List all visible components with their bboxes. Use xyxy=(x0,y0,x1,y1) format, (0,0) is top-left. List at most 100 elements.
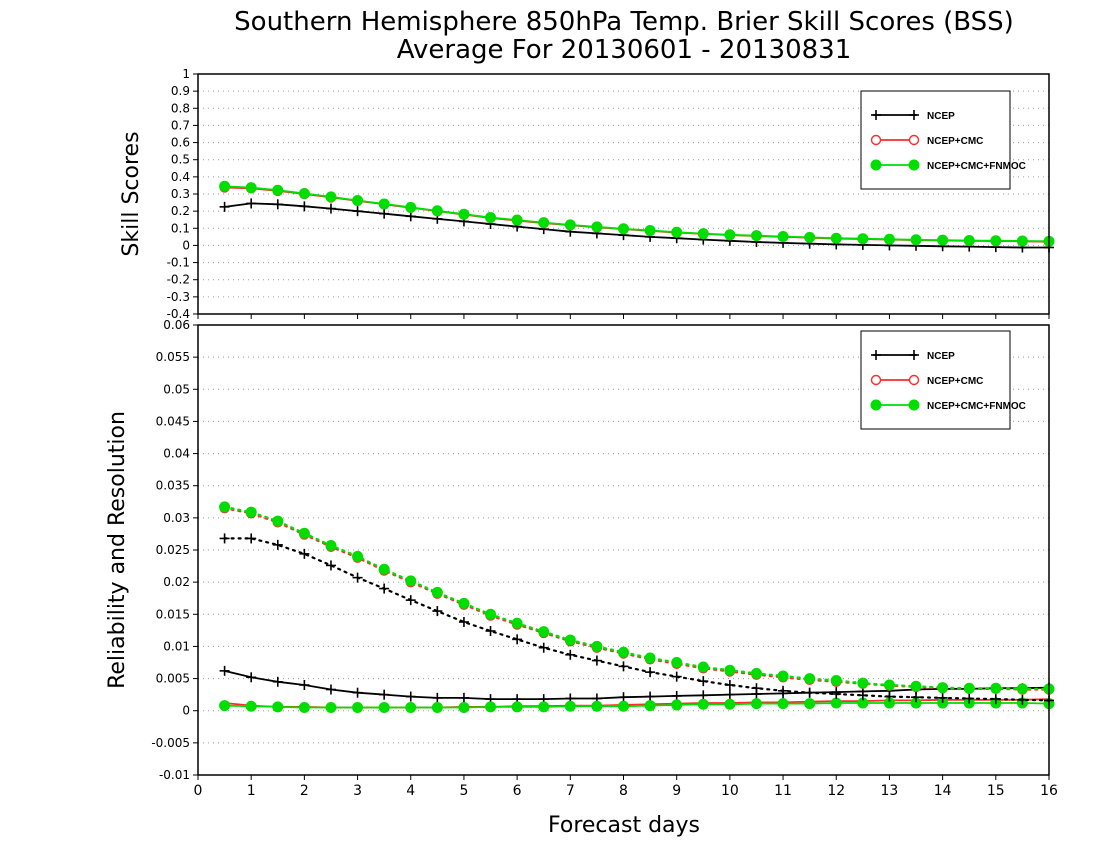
series-line-ncep-dotted xyxy=(223,537,1051,702)
legend-label: NCEP+CMC xyxy=(927,136,983,147)
series-markers-ncep-cmc-fnmoc-solid xyxy=(219,697,1055,713)
data-point-ncep-plus-marker xyxy=(804,687,815,698)
y-tick-label: 0.2 xyxy=(171,204,190,218)
series-line-ncep-cmc-dotted xyxy=(223,507,1051,691)
legend-right-filled-marker xyxy=(908,159,920,171)
data-point-ncep-cmc-fnmoc-filled-marker xyxy=(671,226,683,238)
data-point-ncep-cmc-fnmoc-filled-marker xyxy=(298,187,310,199)
x-tick-label: 5 xyxy=(459,783,468,799)
y-tick-label: 1 xyxy=(182,67,190,81)
data-point-ncep-plus-marker xyxy=(618,661,629,672)
data-point-ncep-plus-marker xyxy=(512,634,523,645)
data-point-ncep-cmc-fnmoc-filled-marker xyxy=(245,506,257,518)
data-point-ncep-plus-marker xyxy=(405,691,416,702)
x-tick-label: 11 xyxy=(774,783,792,799)
y-tick-label: 0.9 xyxy=(171,84,190,98)
data-point-ncep-cmc-fnmoc-filled-marker xyxy=(750,698,762,710)
data-point-ncep-plus-marker xyxy=(538,642,549,653)
legend-left-plus-marker xyxy=(871,350,881,360)
legend-label: NCEP xyxy=(927,111,955,122)
x-tick-label: 16 xyxy=(1040,783,1058,799)
y-tick-label: 0.4 xyxy=(171,170,190,184)
data-point-ncep-cmc-fnmoc-filled-marker xyxy=(591,700,603,712)
legend-left-filled-marker xyxy=(870,159,882,171)
data-point-ncep-plus-marker xyxy=(911,692,922,703)
data-point-ncep-cmc-fnmoc-filled-marker xyxy=(564,700,576,712)
data-point-ncep-cmc-fnmoc-filled-marker xyxy=(644,652,656,664)
data-point-ncep-plus-marker xyxy=(645,667,656,678)
data-point-ncep-cmc-fnmoc-filled-marker xyxy=(777,698,789,710)
data-point-ncep-cmc-fnmoc-filled-marker xyxy=(219,700,231,712)
reliability-resolution-panel: -0.01 -0.005 0 0.005 0.01 0.015 0.02 0.025 0.03 0… xyxy=(105,318,1058,799)
y-tick-label: 0.1 xyxy=(171,221,190,235)
legend-right-plus-marker xyxy=(909,350,919,360)
data-point-ncep-plus-marker xyxy=(618,692,629,703)
legend-label: NCEP+CMC+FNMOC xyxy=(927,401,1026,412)
data-point-ncep-cmc-fnmoc-filled-marker xyxy=(298,702,310,713)
x-tick-label: 2 xyxy=(300,783,309,799)
data-point-ncep-cmc-fnmoc-filled-marker xyxy=(352,550,364,562)
data-point-ncep-cmc-fnmoc-filled-marker xyxy=(697,661,709,673)
y-tick-label: 0.025 xyxy=(156,543,190,557)
data-point-ncep-cmc-fnmoc-filled-marker xyxy=(857,677,869,689)
data-point-ncep-plus-marker xyxy=(299,548,310,559)
data-point-ncep-cmc-fnmoc-filled-marker xyxy=(804,698,816,710)
data-point-ncep-cmc-fnmoc-filled-marker xyxy=(485,608,497,620)
data-point-ncep-plus-marker xyxy=(246,533,257,544)
data-point-ncep-plus-marker xyxy=(219,665,230,676)
series-markers-ncep-cmc-fnmoc-solid xyxy=(219,180,1055,247)
data-point-ncep-plus-marker xyxy=(1017,694,1028,705)
legend-label: NCEP+CMC xyxy=(927,376,983,387)
plot-frame xyxy=(197,73,1050,315)
data-point-ncep-cmc-fnmoc-filled-marker xyxy=(511,701,523,713)
data-point-ncep-plus-marker xyxy=(352,687,363,698)
series-line-ncep-cmc-solid xyxy=(224,186,1050,243)
x-tick-label: 6 xyxy=(513,783,522,799)
data-point-ncep-cmc-fnmoc-filled-marker xyxy=(298,527,310,539)
y-tick-label: -0.1 xyxy=(167,256,190,270)
data-point-ncep-plus-marker xyxy=(724,680,735,690)
series-line-ncep-cmc-fnmoc-solid xyxy=(224,185,1050,243)
data-point-ncep-cmc-fnmoc-filled-marker xyxy=(325,191,337,203)
legend-left-plus-marker xyxy=(871,110,881,120)
data-point-ncep-cmc-fnmoc-filled-marker xyxy=(671,699,683,711)
data-point-ncep-cmc-fnmoc-filled-marker xyxy=(910,234,922,246)
legend-item: NCEP+CMC+FNMOC xyxy=(870,399,1026,412)
data-point-ncep-cmc-fnmoc-filled-marker xyxy=(830,232,842,244)
data-point-ncep-plus-marker xyxy=(246,198,257,209)
series-markers-ncep-solid xyxy=(219,198,1054,253)
series-markers-ncep-dotted xyxy=(219,533,1054,706)
data-point-ncep-plus-marker xyxy=(405,211,416,222)
y-tick-label: 0 xyxy=(182,238,190,252)
y-tick-label: 0.035 xyxy=(156,479,190,493)
y-tick-label: -0.3 xyxy=(167,290,190,304)
data-point-ncep-plus-marker xyxy=(405,595,416,606)
data-point-ncep-plus-marker xyxy=(219,533,230,544)
y-tick-label: 0.03 xyxy=(163,511,190,525)
data-point-ncep-cmc-fnmoc-filled-marker xyxy=(245,700,257,712)
x-tick-label: 13 xyxy=(881,783,899,799)
y-tick-label: 0.8 xyxy=(171,101,190,115)
data-point-ncep-plus-marker xyxy=(751,683,762,694)
data-point-ncep-plus-marker xyxy=(645,691,656,702)
chart-subtitle: Average For 20130601 - 20130831 xyxy=(397,35,852,65)
series-markers-ncep-cmc-fnmoc-dotted xyxy=(219,501,1055,695)
data-point-ncep-cmc-fnmoc-filled-marker xyxy=(564,219,576,231)
y-tick-label: 0.6 xyxy=(171,136,190,150)
y-tick-label: 0.02 xyxy=(163,575,190,589)
data-point-ncep-plus-marker xyxy=(458,617,469,627)
x-tick-label: 9 xyxy=(672,783,681,799)
data-point-ncep-cmc-fnmoc-filled-marker xyxy=(431,702,443,713)
data-point-ncep-cmc-fnmoc-filled-marker xyxy=(272,515,284,527)
data-point-ncep-cmc-fnmoc-filled-marker xyxy=(431,586,443,598)
data-point-ncep-plus-marker xyxy=(379,689,390,700)
legend-item: NCEP+CMC xyxy=(870,374,983,387)
x-tick-label: 7 xyxy=(566,783,575,799)
data-point-ncep-plus-marker xyxy=(299,201,310,212)
data-point-ncep-cmc-fnmoc-filled-marker xyxy=(830,675,842,686)
data-point-ncep-plus-marker xyxy=(884,691,895,702)
y-tick-label: -0.4 xyxy=(167,307,190,321)
x-tick-label: 3 xyxy=(353,783,362,799)
legend: NCEP NCEP+CMC NCEP+CMC+FNMOC xyxy=(860,330,1026,430)
legend-item: NCEP xyxy=(871,350,955,362)
